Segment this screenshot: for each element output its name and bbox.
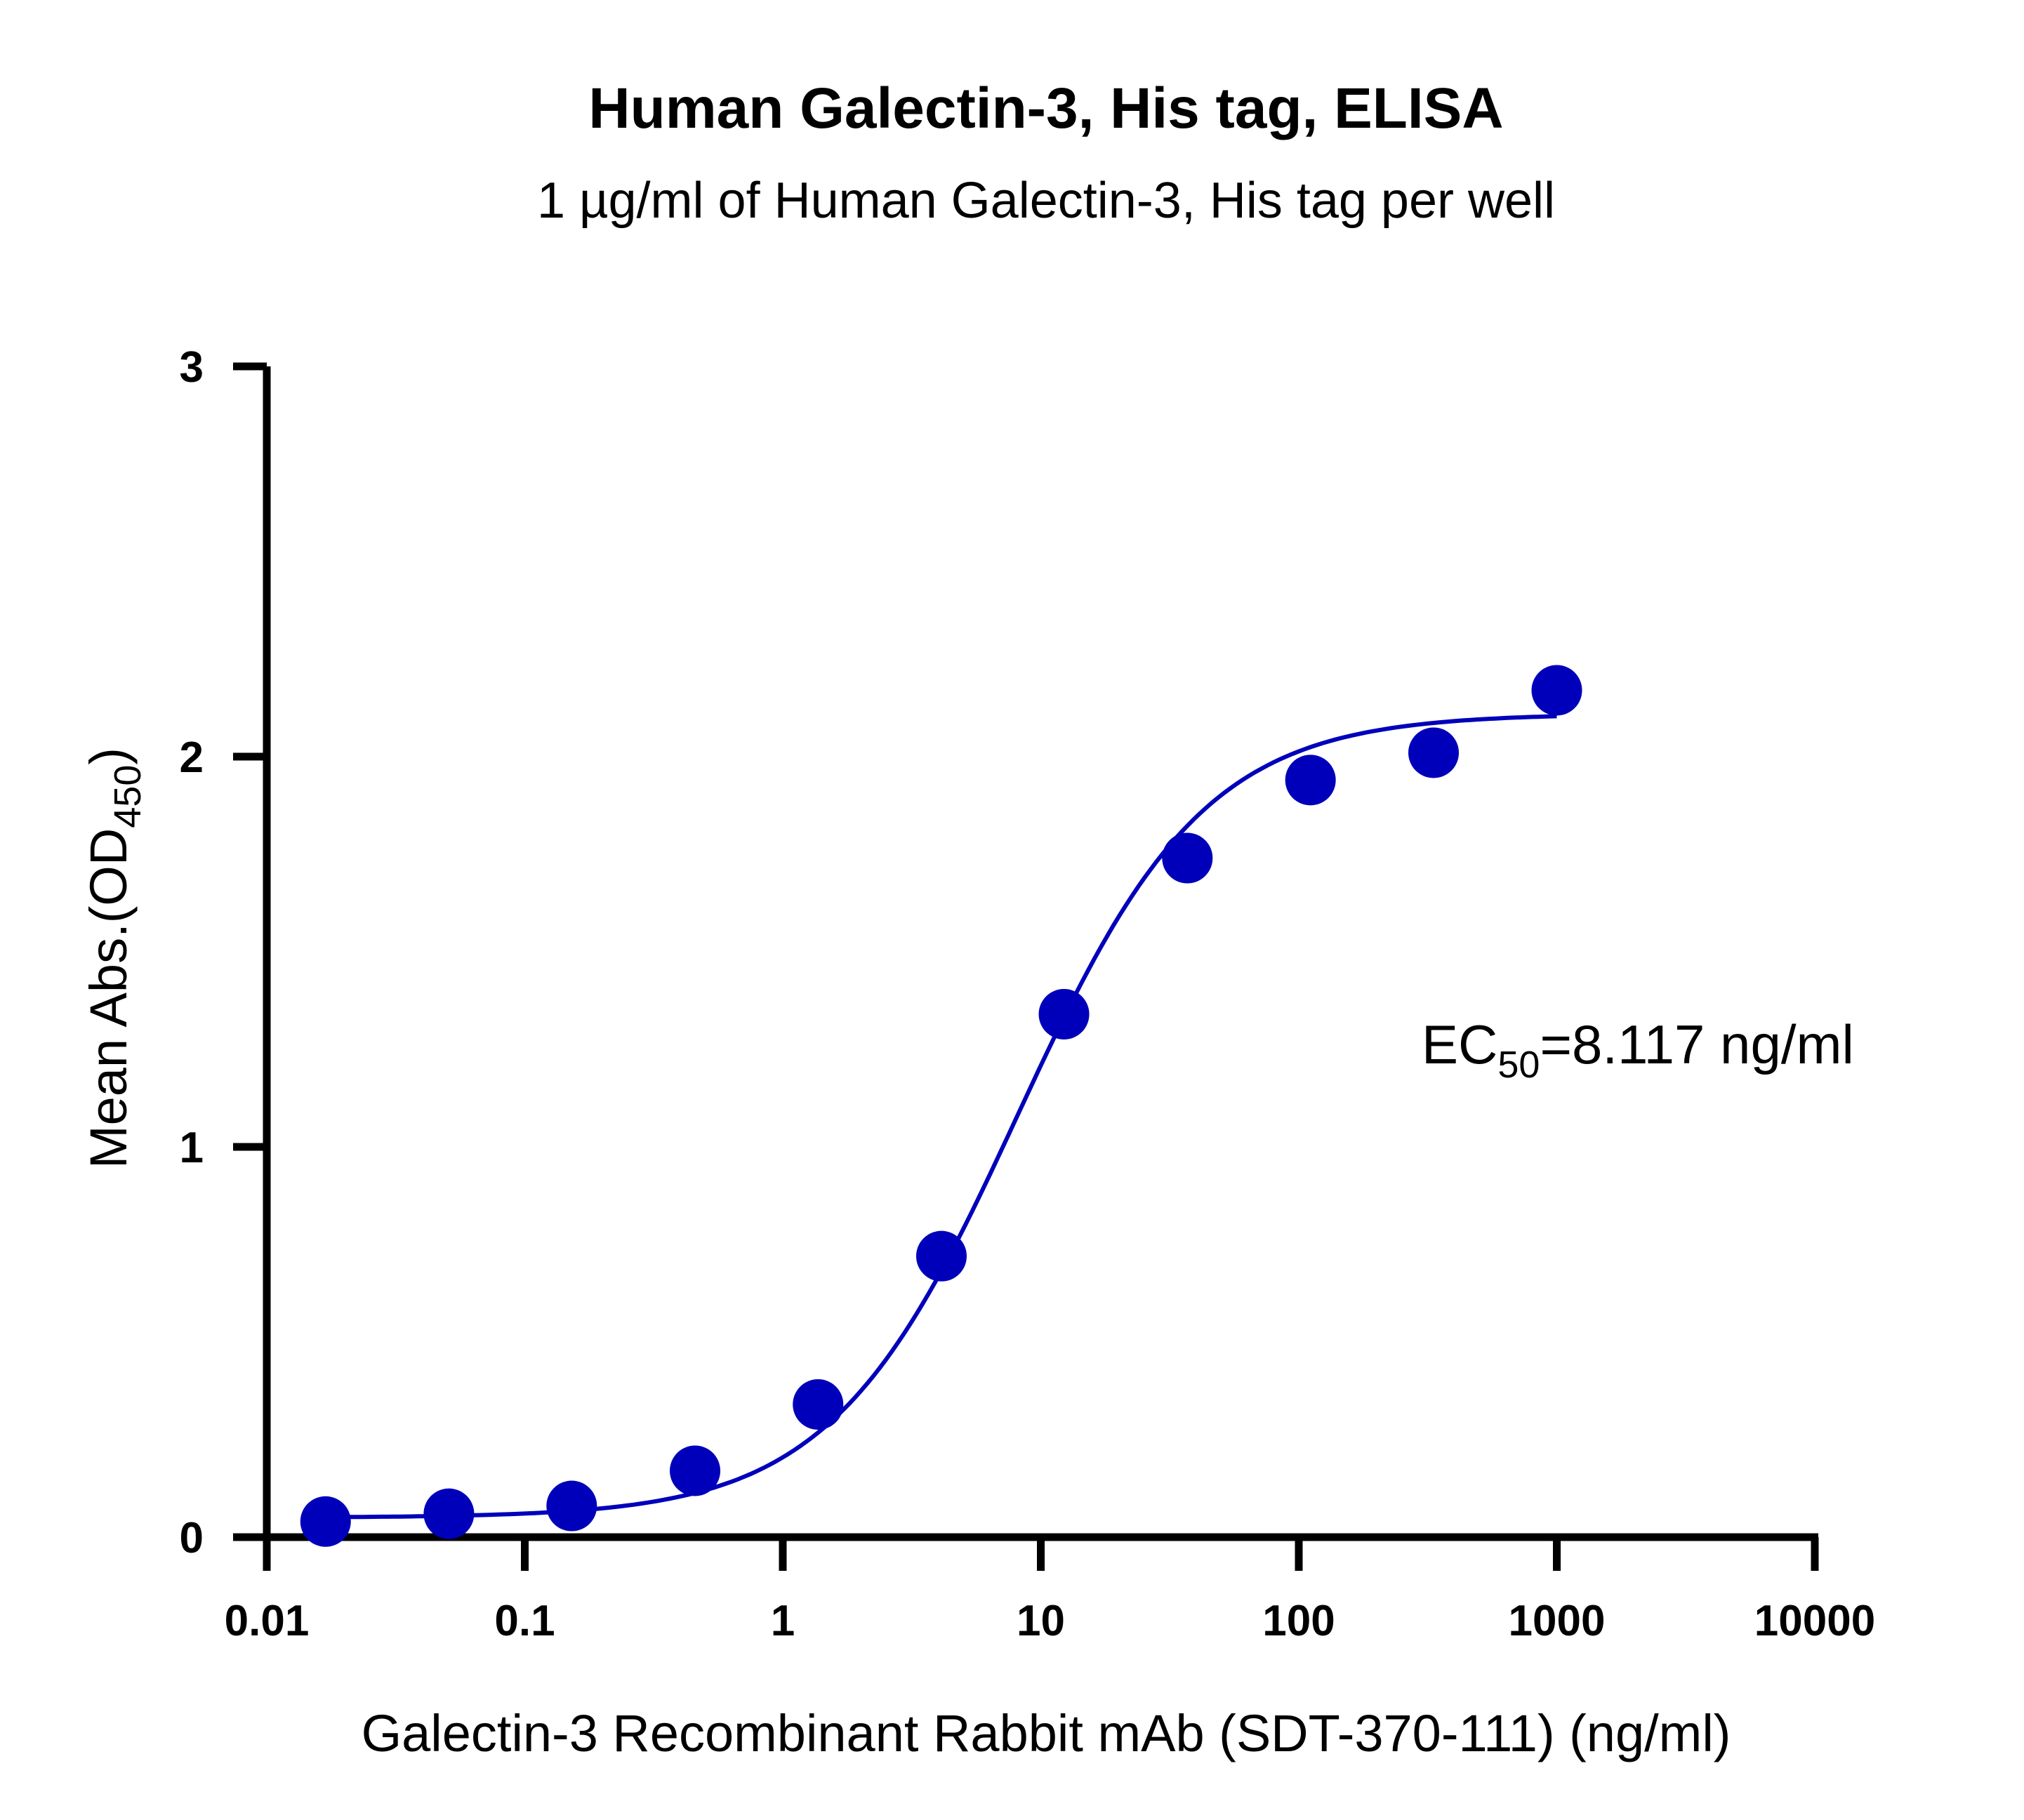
data-point (793, 1379, 844, 1430)
data-points (300, 665, 1582, 1547)
chart-subtitle: 1 µg/ml of Human Galectin-3, His tag per… (537, 173, 1555, 229)
y-tick-label: 2 (180, 733, 204, 782)
data-point (300, 1496, 351, 1547)
ec50-prefix: EC (1422, 1014, 1497, 1075)
y-axis-label-subscript: 450 (107, 765, 149, 828)
data-point (1285, 755, 1336, 806)
y-tick-label: 1 (180, 1124, 204, 1172)
y-axis-label-main: Mean Abs.(OD (79, 828, 138, 1169)
data-point (1531, 665, 1582, 716)
x-tick-label: 1000 (1509, 1597, 1606, 1645)
data-point (423, 1488, 475, 1539)
x-axis-label: Galectin-3 Recombinant Rabbit mAb (SDT-3… (362, 1704, 1731, 1762)
data-point (670, 1445, 721, 1496)
data-point (546, 1480, 597, 1532)
data-point (1408, 727, 1459, 778)
x-tick-label: 0.01 (225, 1597, 310, 1645)
y-tick-label: 0 (180, 1514, 204, 1562)
chart-title: Human Galectin-3, His tag, ELISA (588, 77, 1503, 140)
x-tick-label: 10 (1017, 1597, 1065, 1645)
data-point (1038, 988, 1090, 1039)
y-axis-label-end: ) (79, 748, 138, 765)
x-tick-label: 0.1 (494, 1597, 555, 1645)
y-axis: 0 1 2 3 (180, 343, 271, 1562)
x-tick-label: 100 (1262, 1597, 1335, 1645)
ec50-annotation: EC50=8.117 ng/ml (1422, 1014, 1854, 1086)
y-tick-label: 3 (180, 343, 204, 392)
data-point (915, 1230, 967, 1282)
x-tick-label: 1 (771, 1597, 795, 1645)
fit-curve (325, 714, 1557, 1520)
fit-curve-layer (325, 714, 1557, 1520)
ec50-value: =8.117 ng/ml (1540, 1014, 1853, 1075)
y-axis-label: Mean Abs.(OD450) (79, 748, 149, 1169)
ec50-subscript: 50 (1497, 1044, 1540, 1086)
x-tick-label: 10000 (1754, 1597, 1875, 1645)
x-axis: 0.01 0.1 1 10 100 1000 10000 (225, 1533, 1875, 1645)
data-point (1162, 832, 1213, 884)
